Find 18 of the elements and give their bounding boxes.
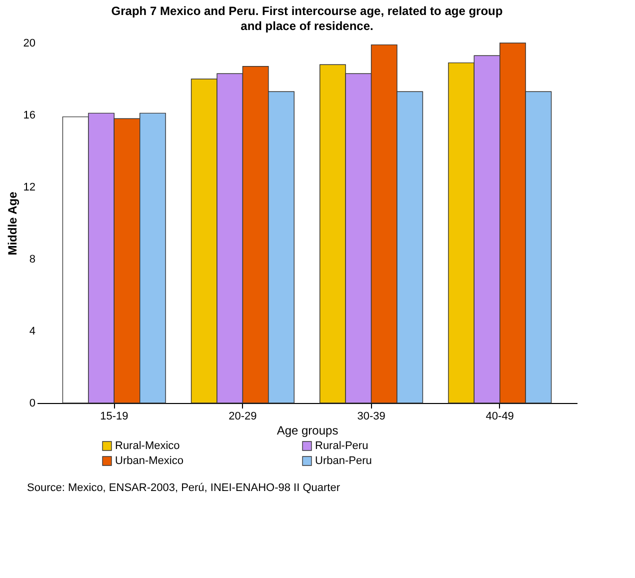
y-axis-title: Middle Age: [5, 191, 20, 256]
legend-label: Rural-Peru: [315, 440, 368, 452]
x-tick-label: 30-39: [357, 410, 386, 422]
source-note: Source: Mexico, ENSAR-2003, Perú, INEI-ENAHO-98 II Quarter: [27, 482, 340, 494]
legend-label: Urban-Peru: [315, 455, 372, 467]
x-tick-label: 40-49: [486, 410, 514, 422]
y-tick-label: 12: [23, 182, 36, 194]
legend-label: Urban-Mexico: [115, 455, 184, 467]
y-tick-label: 16: [23, 110, 36, 122]
x-tick-label: 20-29: [228, 410, 257, 422]
legend-label: Rural-Mexico: [115, 440, 180, 452]
y-tick-label: 8: [29, 254, 36, 266]
x-axis-title: Age groups: [276, 424, 338, 438]
x-tick-label: 15-19: [100, 410, 128, 422]
y-tick-label: 4: [29, 326, 36, 338]
y-tick-label: 0: [29, 398, 36, 410]
chart-title: Graph 7 Mexico and Peru. First intercourse age, related to age group and place of residence.: [111, 4, 503, 33]
y-tick-label: 20: [23, 38, 36, 50]
